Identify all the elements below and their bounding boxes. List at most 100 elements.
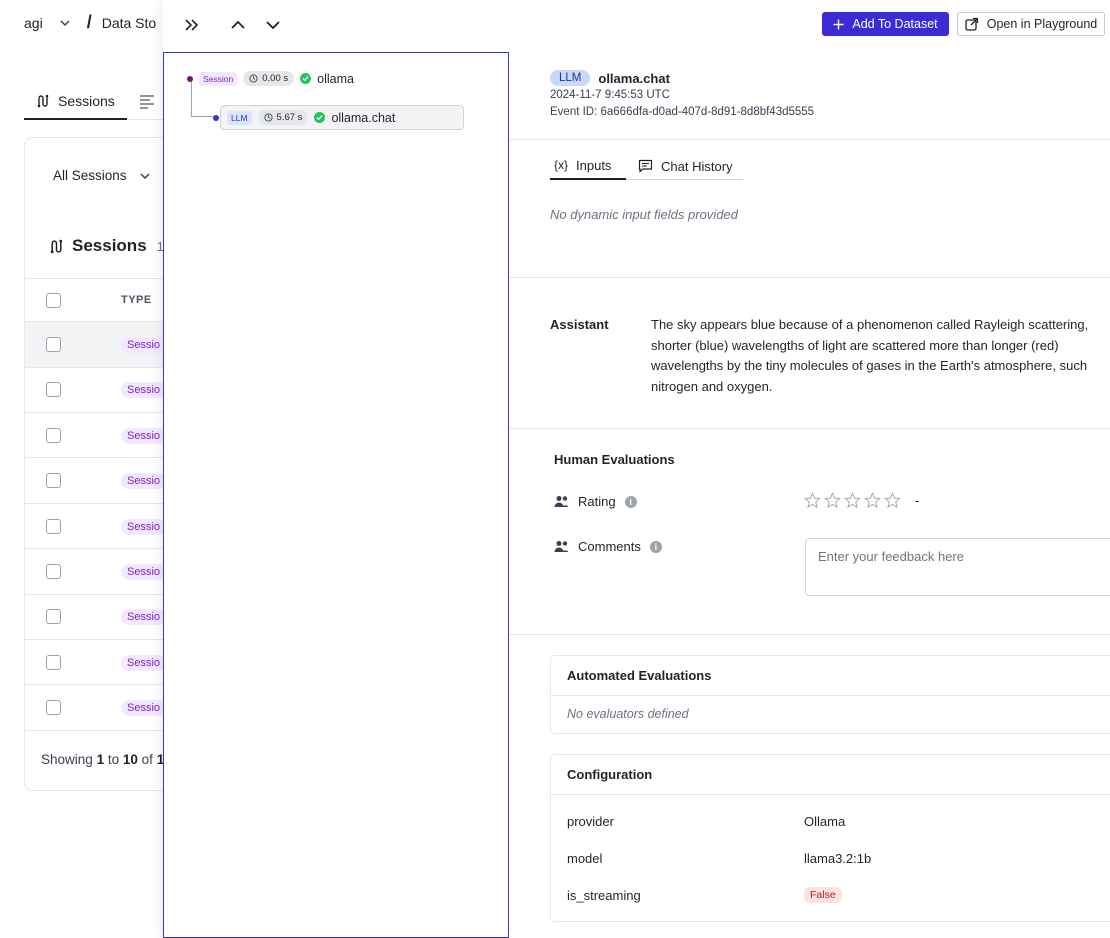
config-row: is_streaming False <box>567 887 842 903</box>
message-line: shorter (blue) wavelengths of light are … <box>651 337 1059 353</box>
type-badge: Sessio <box>121 382 167 399</box>
table-row[interactable]: Sessio <box>25 594 185 640</box>
collapse-panel-icon[interactable] <box>183 16 201 34</box>
star-icon[interactable] <box>804 492 821 509</box>
star-icon[interactable] <box>884 492 901 509</box>
info-icon[interactable]: i <box>649 540 662 553</box>
star-icon[interactable] <box>824 492 841 509</box>
comments-input[interactable] <box>805 538 1110 596</box>
clock-icon <box>263 113 273 122</box>
add-to-dataset-button[interactable]: Add To Dataset <box>822 12 949 36</box>
tree-node-session[interactable]: Session 0.00 s ollama <box>187 71 354 86</box>
page-tabs: Sessions <box>24 84 184 120</box>
rating-control: - <box>804 492 919 509</box>
tree-node-llm[interactable]: LLM 5.67 s ollama.chat <box>213 105 464 130</box>
tab-sessions[interactable]: Sessions <box>24 84 127 120</box>
sessions-icon <box>50 239 63 253</box>
assistant-message: The sky appears blue because of a phenom… <box>651 315 1088 397</box>
automated-evals-title: Automated Evaluations <box>551 656 1110 696</box>
chat-icon <box>638 159 653 173</box>
row-checkbox[interactable] <box>46 609 61 625</box>
row-checkbox[interactable] <box>46 473 61 489</box>
message-line: The sky appears blue because of a phenom… <box>651 317 1089 332</box>
type-badge: Sessio <box>121 473 167 490</box>
divider <box>509 428 1110 429</box>
tab-chat-history[interactable]: Chat History <box>626 152 733 180</box>
row-checkbox[interactable] <box>46 700 61 716</box>
row-checkbox[interactable] <box>46 337 61 352</box>
clock-icon <box>249 74 258 83</box>
event-id[interactable]: Event ID: 6a666dfa-d0ad-407d-8d91-8d8bf4… <box>550 106 815 118</box>
chevron-up-icon[interactable] <box>229 16 247 34</box>
select-all-checkbox[interactable] <box>46 293 61 308</box>
chevron-down-icon[interactable] <box>264 16 282 34</box>
event-name: ollama.chat <box>598 70 670 86</box>
table-row[interactable]: Sessio <box>25 685 185 731</box>
pagination-to-word: to <box>107 752 120 767</box>
table-row[interactable]: Sessio <box>25 413 185 459</box>
message-line: wavelengths by the tiny molecules of gas… <box>651 358 1088 373</box>
breadcrumb: agi / Data Sto <box>24 12 156 33</box>
row-checkbox[interactable] <box>46 382 61 398</box>
table-row[interactable]: Sessio <box>25 504 185 550</box>
users-icon <box>554 496 569 507</box>
variable-icon: {x} <box>554 158 569 172</box>
project-name[interactable]: Data Sto <box>101 14 157 31</box>
node-name: ollama <box>317 71 354 86</box>
success-check-icon <box>314 112 326 123</box>
list-icon[interactable] <box>138 92 156 110</box>
chevron-down-icon[interactable] <box>59 17 71 29</box>
pagination-from: 1 <box>96 752 105 767</box>
config-row: provider Ollama <box>567 814 845 829</box>
row-checkbox[interactable] <box>46 518 61 534</box>
sessions-card: All Sessions Sessions 13 TYPE Sessio Sess… <box>24 137 185 791</box>
node-dot <box>187 75 193 82</box>
table-row[interactable]: Sessio <box>25 322 185 368</box>
org-name[interactable]: agi <box>24 14 43 31</box>
table-header: TYPE <box>25 278 185 322</box>
event-header: LLM ollama.chat <box>550 70 670 86</box>
tab-inputs[interactable]: {x} Inputs <box>550 152 626 180</box>
configuration-title: Configuration <box>551 755 1110 795</box>
event-type-badge: LLM <box>550 70 591 86</box>
status-badge: False <box>804 887 842 903</box>
table-row[interactable]: Sessio <box>25 458 185 504</box>
open-in-playground-button[interactable]: Open in Playground <box>957 12 1105 36</box>
config-value: llama3.2:1b <box>804 851 872 866</box>
no-evaluators-message: No evaluators defined <box>567 707 689 721</box>
type-badge: Sessio <box>121 654 167 671</box>
row-checkbox[interactable] <box>46 654 61 670</box>
tab-sessions-label: Sessions <box>58 93 115 109</box>
star-icon[interactable] <box>864 492 881 509</box>
row-checkbox[interactable] <box>46 564 61 579</box>
info-icon[interactable]: i <box>624 495 637 508</box>
sessions-heading: Sessions 13 <box>49 236 171 256</box>
session-filter-select[interactable]: All Sessions <box>53 168 151 183</box>
breadcrumb-separator: / <box>86 12 92 32</box>
table-row[interactable]: Sessio <box>25 549 185 595</box>
row-checkbox[interactable] <box>46 427 61 443</box>
tree-connector <box>191 81 192 117</box>
rating-label: Rating <box>578 494 616 509</box>
session-filter-value: All Sessions <box>53 168 127 183</box>
event-details: LLM ollama.chat 2024-11-7 9:45:53 UTC Ev… <box>509 52 1110 938</box>
tab-inputs-label: Inputs <box>576 157 612 173</box>
sessions-icon <box>37 94 49 108</box>
divider <box>509 634 1110 635</box>
config-key: provider <box>567 814 614 829</box>
table-row[interactable]: Sessio <box>25 640 185 686</box>
event-detail-panel: Add To Dataset Open in Playground Sessio… <box>163 0 1110 938</box>
node-duration: 0.00 s <box>243 71 295 86</box>
add-to-dataset-label: Add To Dataset <box>852 17 938 31</box>
message-role: Assistant <box>550 317 609 332</box>
star-rating[interactable] <box>804 492 901 509</box>
column-header-type[interactable]: TYPE <box>121 294 152 306</box>
type-badge: Sessio <box>121 337 167 353</box>
no-inputs-message: No dynamic input fields provided <box>550 207 738 222</box>
trace-tree: Session 0.00 s ollama LLM 5.67 s ollama.… <box>163 52 509 938</box>
divider <box>509 277 1110 278</box>
star-icon[interactable] <box>844 492 861 509</box>
table-row[interactable]: Sessio <box>25 367 185 413</box>
pagination-to: 10 <box>122 752 138 767</box>
rating-label-group: Rating i <box>554 494 637 509</box>
